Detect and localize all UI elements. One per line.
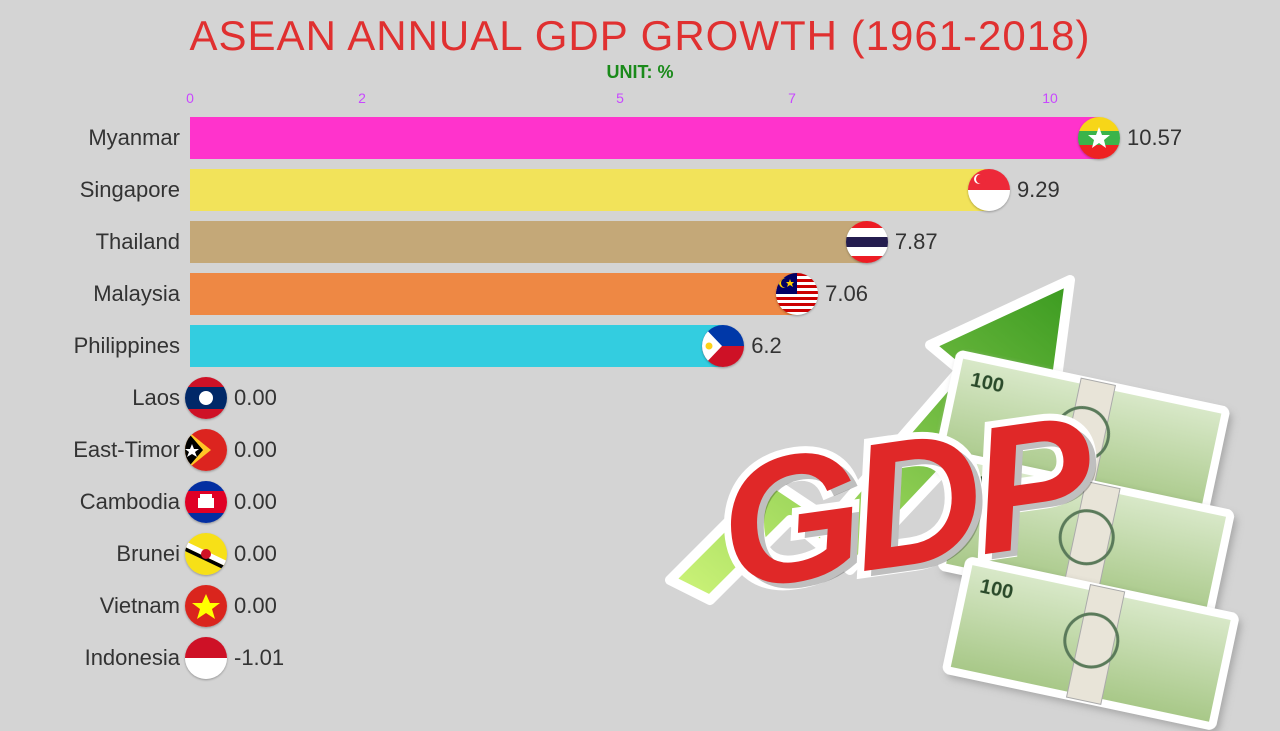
bar [190, 169, 989, 211]
country-label: Laos [50, 385, 190, 411]
bar-track: 7.87 [190, 221, 1050, 263]
value-label: -1.01 [234, 645, 284, 671]
value-label: 0.00 [234, 437, 277, 463]
unit-label: UNIT: % [0, 62, 1280, 83]
bar-row: East-Timor 0.00 [50, 424, 1230, 476]
bar-track: 0.00 [190, 481, 1050, 523]
bar-track: 10.57 [190, 117, 1050, 159]
country-label: Cambodia [50, 489, 190, 515]
bar-track: 0.00 [190, 533, 1050, 575]
flag-icon [968, 169, 1010, 211]
country-label: Indonesia [50, 645, 190, 671]
value-label: 6.2 [751, 333, 782, 359]
axis-tick: 10 [1042, 90, 1058, 106]
flag-icon [185, 585, 227, 627]
bar-track: -1.01 [190, 637, 1050, 679]
bar-row: Myanmar10.57 [50, 112, 1230, 164]
country-label: Singapore [50, 177, 190, 203]
value-label: 0.00 [234, 489, 277, 515]
flag-icon [185, 481, 227, 523]
chart: 025710 Myanmar10.57Singapore9.29Thailand… [50, 90, 1230, 700]
bar-row: Cambodia 0.00 [50, 476, 1230, 528]
flag-icon [776, 273, 818, 315]
country-label: Philippines [50, 333, 190, 359]
value-label: 0.00 [234, 541, 277, 567]
bar-row: Singapore9.29 [50, 164, 1230, 216]
flag-icon [702, 325, 744, 367]
bar-row: Philippines 6.2 [50, 320, 1230, 372]
country-label: Thailand [50, 229, 190, 255]
flag-icon [185, 429, 227, 471]
value-label: 9.29 [1017, 177, 1060, 203]
flag-icon [185, 637, 227, 679]
axis-tick: 2 [358, 90, 366, 106]
bar-track: 7.06 [190, 273, 1050, 315]
flag-icon [1078, 117, 1120, 159]
bar-track: 0.00 [190, 429, 1050, 471]
axis-tick: 5 [616, 90, 624, 106]
value-label: 0.00 [234, 385, 277, 411]
bar-track: 0.00 [190, 377, 1050, 419]
bar-row: Thailand 7.87 [50, 216, 1230, 268]
value-label: 10.57 [1127, 125, 1182, 151]
bar-container: Myanmar10.57Singapore9.29Thailand7.87Mal… [50, 112, 1230, 684]
x-axis: 025710 [190, 90, 1050, 108]
country-label: Myanmar [50, 125, 190, 151]
axis-tick: 7 [788, 90, 796, 106]
bar-row: Vietnam 0.00 [50, 580, 1230, 632]
axis-tick: 0 [186, 90, 194, 106]
bar [190, 221, 867, 263]
bar-row: Malaysia 7.06 [50, 268, 1230, 320]
bar-track: 0.00 [190, 585, 1050, 627]
bar-track: 9.29 [190, 169, 1050, 211]
chart-title: ASEAN ANNUAL GDP GROWTH (1961-2018) [0, 0, 1280, 60]
bar [190, 325, 723, 367]
flag-icon [185, 533, 227, 575]
value-label: 0.00 [234, 593, 277, 619]
value-label: 7.87 [895, 229, 938, 255]
flag-icon [846, 221, 888, 263]
country-label: Vietnam [50, 593, 190, 619]
value-label: 7.06 [825, 281, 868, 307]
bar-row: Indonesia -1.01 [50, 632, 1230, 684]
country-label: East-Timor [50, 437, 190, 463]
bar [190, 273, 797, 315]
country-label: Malaysia [50, 281, 190, 307]
flag-icon [185, 377, 227, 419]
bar-track: 6.2 [190, 325, 1050, 367]
bar-row: Laos 0.00 [50, 372, 1230, 424]
bar-row: Brunei 0.00 [50, 528, 1230, 580]
bar [190, 117, 1099, 159]
country-label: Brunei [50, 541, 190, 567]
